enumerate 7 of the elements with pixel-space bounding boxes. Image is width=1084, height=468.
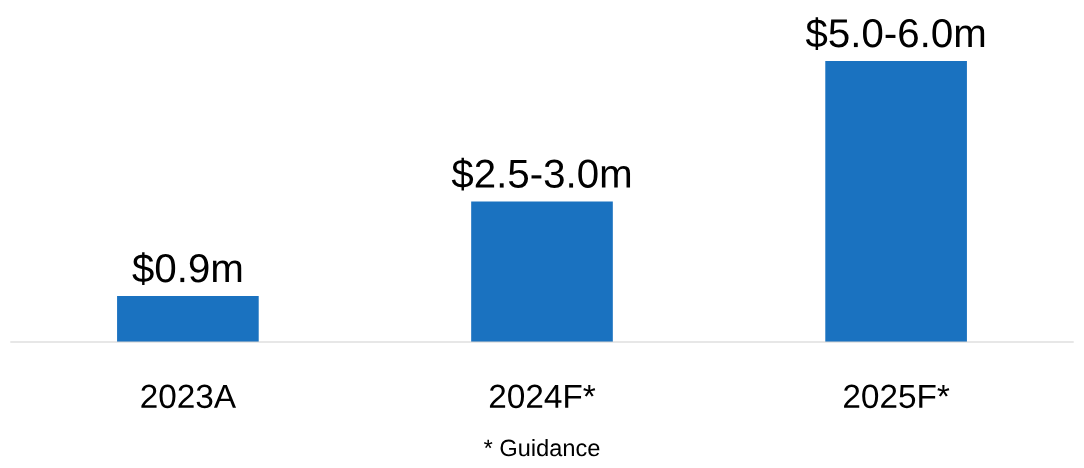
x-tick-label: 2025F* bbox=[844, 384, 950, 409]
data-label: $5.0-6.0m bbox=[805, 17, 985, 50]
data-label: $0.9m bbox=[132, 252, 242, 285]
x-tick-label: 2024F* bbox=[489, 384, 596, 409]
data-label: $2.5-3.0m bbox=[451, 157, 631, 191]
text: * Guidance bbox=[483, 438, 600, 457]
x-tick-label: 2023A bbox=[141, 384, 237, 409]
